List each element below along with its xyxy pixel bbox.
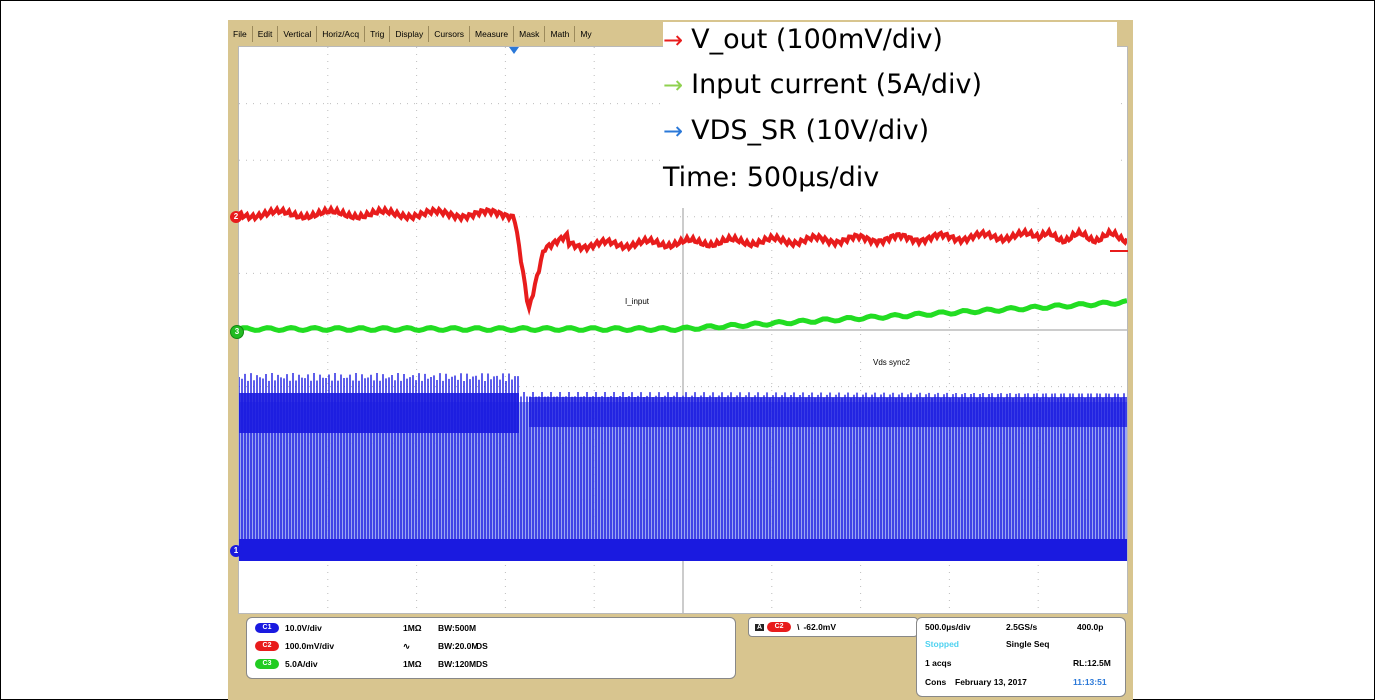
vds-trace-label: Vds sync2 (873, 358, 910, 367)
c3-coupling: 1MΩ (403, 659, 422, 669)
c2-badge[interactable]: C2 (255, 641, 279, 651)
capture-date: February 13, 2017 (955, 677, 1027, 687)
menu-cursors[interactable]: Cursors (429, 25, 471, 42)
menu-trig[interactable]: Trig (365, 25, 391, 42)
c3-bandwidth: BW:120M (438, 659, 477, 669)
trigger-position-marker[interactable] (509, 47, 519, 54)
green-arrow-icon: → (663, 71, 684, 99)
channel-row-c2[interactable]: C2 100.0mV/div ∿ BW:20.0M DS (255, 639, 488, 653)
capture-time: 11:13:51 (1073, 677, 1107, 687)
ch3-ground-marker[interactable]: 3 (230, 325, 244, 339)
legend-timebase: Time: 500µs/div (663, 162, 880, 193)
acquisition-mode: Single Seq (1006, 639, 1050, 649)
trigger-settings-panel[interactable]: A C2 \ -62.0mV (748, 617, 918, 637)
c1-bandwidth: BW:500M (438, 623, 477, 633)
vds-trace-high-band-right (529, 397, 1127, 427)
legend-input-current-label: Input current (5A/div) (691, 69, 983, 100)
legend-vds: → VDS_SR (10V/div) (663, 115, 929, 146)
acquisition-panel[interactable]: 500.0µs/div 2.5GS/s 400.0p Stopped Singl… (916, 617, 1126, 697)
menu-horiz-acq[interactable]: Horiz/Acq (317, 25, 366, 42)
c1-coupling: 1MΩ (403, 623, 422, 633)
sample-rate: 2.5GS/s (1006, 622, 1038, 632)
c2-coupling: ∿ (403, 640, 411, 651)
menu-mask[interactable]: Mask (514, 25, 546, 42)
timebase: 500.0µs/div (925, 622, 971, 632)
c1-badge[interactable]: C1 (255, 623, 279, 633)
vds-trace-low-band (239, 539, 1127, 561)
menu-display[interactable]: Display (390, 25, 430, 42)
c3-badge[interactable]: C3 (255, 659, 279, 669)
acquisition-state: Stopped (925, 639, 959, 649)
menu-edit[interactable]: Edit (253, 25, 279, 42)
record-length: RL:12.5M (1073, 658, 1111, 668)
blue-arrow-icon: → (663, 117, 684, 145)
legend-input-current: → Input current (5A/div) (663, 69, 982, 100)
menu-math[interactable]: Math (545, 25, 576, 42)
cons-label: Cons (925, 677, 947, 687)
channel-row-c3[interactable]: C3 5.0A/div 1MΩ BW:120M DS (255, 657, 488, 671)
falling-edge-icon: \ (797, 622, 800, 632)
c2-bandwidth: BW:20.0M (438, 641, 479, 651)
vout-trace (239, 204, 1127, 316)
vds-trace-high-band (239, 393, 519, 433)
c2-scale: 100.0mV/div (285, 641, 335, 651)
menu-vertical[interactable]: Vertical (278, 25, 318, 42)
c2-ds: DS (476, 641, 488, 651)
input-current-trace (239, 298, 1127, 334)
channel-settings-panel[interactable]: C1 10.0V/div 1MΩ BW:500M C2 100.0mV/div … (246, 617, 736, 679)
legend-vout: → V_out (100mV/div) (663, 24, 943, 55)
c3-ds: DS (476, 659, 488, 669)
trigger-a-tag: A (755, 623, 765, 631)
input-current-trace-label: I_input (625, 297, 650, 306)
resolution: 400.0p (1077, 622, 1104, 632)
acquisition-count: 1 acqs (925, 658, 952, 668)
ch2-ground-marker[interactable]: 2 (230, 211, 242, 223)
trigger-level: -62.0mV (803, 622, 837, 632)
red-arrow-icon: → (663, 26, 684, 54)
ch1-ground-marker[interactable]: 1 (230, 545, 242, 557)
trigger-source-badge: C2 (767, 622, 792, 632)
menu-bar: File Edit Vertical Horiz/Acq Trig Displa… (228, 21, 665, 46)
c1-scale: 10.0V/div (285, 623, 322, 633)
menu-file[interactable]: File (228, 25, 253, 42)
vds-trace (239, 373, 1125, 559)
legend-vds-label: VDS_SR (10V/div) (691, 115, 930, 146)
waveform-graticule (239, 47, 1127, 613)
menu-measure[interactable]: Measure (470, 25, 515, 42)
trace-legend: → V_out (100mV/div) → Input current (5A/di… (663, 22, 1117, 208)
channel-row-c1[interactable]: C1 10.0V/div 1MΩ BW:500M (255, 621, 476, 635)
legend-vout-label: V_out (100mV/div) (691, 24, 943, 55)
trigger-level-arrow (1110, 250, 1128, 252)
menu-my[interactable]: My (580, 28, 592, 39)
c3-scale: 5.0A/div (285, 659, 318, 669)
